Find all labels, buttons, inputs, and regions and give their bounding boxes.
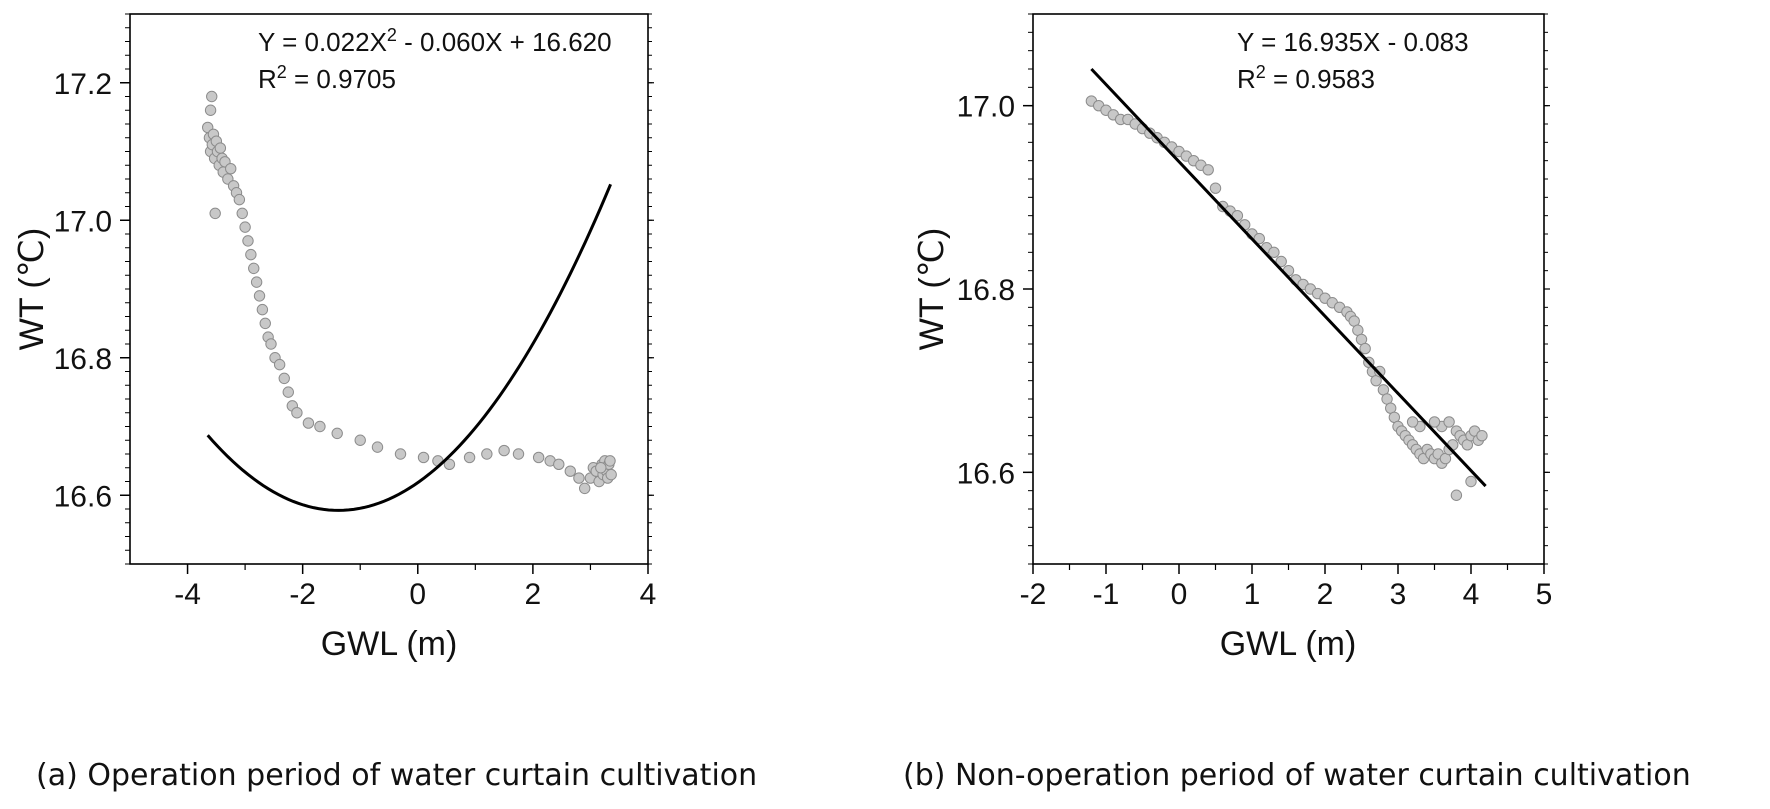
data-point bbox=[265, 338, 277, 350]
caption-b: (b) Non-operation period of water curtai… bbox=[903, 758, 1691, 793]
x-tick-label: -4 bbox=[174, 578, 201, 611]
y-tick-label: 17.0 bbox=[54, 205, 112, 238]
data-point bbox=[214, 142, 227, 154]
r-squared-label: R2​ = 0.9705 bbox=[258, 62, 396, 94]
data-point bbox=[1374, 365, 1386, 378]
data-point bbox=[564, 465, 576, 477]
data-point bbox=[1359, 342, 1371, 355]
data-point bbox=[1275, 255, 1287, 268]
data-point bbox=[302, 417, 315, 429]
y-tick-label: 16.6 bbox=[957, 457, 1015, 490]
chart-panel-b: -2 -1 0 1 2 3 4 5 16.6 16.8 17.0 Y = 16.935X - 0.0… bbox=[885, 0, 1770, 809]
equation-label: Y = 16.935X - 0.083 bbox=[1237, 27, 1469, 57]
data-point bbox=[291, 407, 303, 419]
equation-label: Y = 0.022X2​ - 0.060X + 16.620 bbox=[258, 25, 612, 57]
data-point bbox=[1231, 209, 1244, 222]
data-point bbox=[331, 427, 343, 440]
axis-ticks: -2 -1 0 1 2 3 4 5 16.6 16.8 17.0 bbox=[957, 13, 1553, 611]
data-point bbox=[417, 451, 430, 464]
x-axis-title: GWL (m) bbox=[321, 625, 458, 663]
y-tick-label: 17.2 bbox=[54, 68, 112, 101]
x-tick-label: 5 bbox=[1536, 578, 1553, 611]
x-tick-label: 4 bbox=[1463, 578, 1480, 611]
x-tick-label: -1 bbox=[1093, 578, 1120, 611]
data-point bbox=[206, 90, 218, 103]
y-tick-label: 16.6 bbox=[54, 480, 112, 513]
data-point bbox=[239, 221, 251, 233]
x-tick-label: 0 bbox=[409, 578, 426, 611]
data-point bbox=[253, 290, 266, 302]
chart-panel-a: -4 -2 0 2 4 16.6 16.8 17.0 17.2 Y = 0.022X2​ - 0… bbox=[0, 0, 880, 809]
y-tick-label: 16.8 bbox=[54, 343, 112, 376]
data-point bbox=[512, 448, 525, 460]
y-tick-label: 17.0 bbox=[957, 91, 1015, 124]
data-point bbox=[371, 441, 384, 453]
x-tick-label: 0 bbox=[1171, 578, 1188, 611]
data-point bbox=[1406, 416, 1419, 428]
data-point bbox=[1450, 489, 1463, 501]
data-point bbox=[1253, 232, 1265, 245]
x-tick-label: 4 bbox=[640, 578, 657, 611]
x-tick-label: -2 bbox=[289, 578, 316, 611]
data-point bbox=[1202, 164, 1214, 176]
data-point bbox=[204, 104, 217, 116]
data-point bbox=[532, 451, 545, 464]
x-axis-title: GWL (m) bbox=[1220, 625, 1357, 663]
data-point bbox=[394, 448, 407, 460]
data-point bbox=[250, 276, 263, 288]
data-point bbox=[1465, 475, 1477, 488]
data-point bbox=[259, 317, 271, 330]
data-point bbox=[256, 303, 269, 316]
data-point bbox=[245, 248, 257, 261]
data-point bbox=[1209, 182, 1222, 194]
data-point bbox=[605, 468, 617, 481]
data-point bbox=[209, 207, 221, 220]
x-tick-label: 2 bbox=[525, 578, 542, 611]
trendline bbox=[1090, 67, 1487, 488]
data-point bbox=[604, 455, 616, 467]
data-point bbox=[233, 193, 246, 206]
data-point bbox=[248, 262, 260, 275]
data-point bbox=[282, 386, 294, 398]
data-point bbox=[354, 434, 366, 446]
y-axis-title: WT (℃) bbox=[913, 228, 951, 351]
data-point bbox=[278, 372, 290, 385]
data-point bbox=[463, 451, 476, 464]
data-point bbox=[225, 162, 237, 175]
data-point bbox=[553, 458, 565, 471]
data-point bbox=[273, 358, 286, 371]
trendline bbox=[206, 183, 612, 512]
y-axis-title: WT (℃) bbox=[13, 228, 51, 351]
data-point bbox=[242, 235, 254, 247]
x-tick-label: -2 bbox=[1020, 578, 1047, 611]
data-point bbox=[314, 420, 326, 433]
caption-a: (a) Operation period of water curtain cu… bbox=[36, 758, 758, 793]
x-tick-label: 3 bbox=[1390, 578, 1407, 611]
data-point bbox=[1428, 416, 1441, 428]
data-points bbox=[1085, 95, 1488, 501]
data-point bbox=[1443, 416, 1455, 428]
data-point bbox=[443, 458, 456, 471]
data-point bbox=[578, 482, 591, 495]
axis-ticks: -4 -2 0 2 4 16.6 16.8 17.0 17.2 bbox=[54, 13, 657, 611]
data-point bbox=[236, 207, 248, 220]
data-point bbox=[595, 462, 607, 474]
data-point bbox=[1268, 246, 1280, 259]
chart-a: -4 -2 0 2 4 16.6 16.8 17.0 17.2 Y = 0.022X2​ - 0… bbox=[13, 13, 657, 663]
data-point bbox=[1476, 429, 1488, 442]
data-point bbox=[481, 448, 493, 460]
chart-b: -2 -1 0 1 2 3 4 5 16.6 16.8 17.0 Y = 16.935X - 0.0… bbox=[913, 13, 1553, 663]
y-tick-label: 16.8 bbox=[957, 274, 1015, 307]
data-point bbox=[573, 472, 585, 484]
x-tick-label: 1 bbox=[1244, 578, 1261, 611]
data-point bbox=[498, 444, 510, 457]
data-points bbox=[202, 90, 617, 495]
x-tick-label: 2 bbox=[1317, 578, 1334, 611]
r-squared-label: R2​ = 0.9583 bbox=[1237, 62, 1375, 94]
